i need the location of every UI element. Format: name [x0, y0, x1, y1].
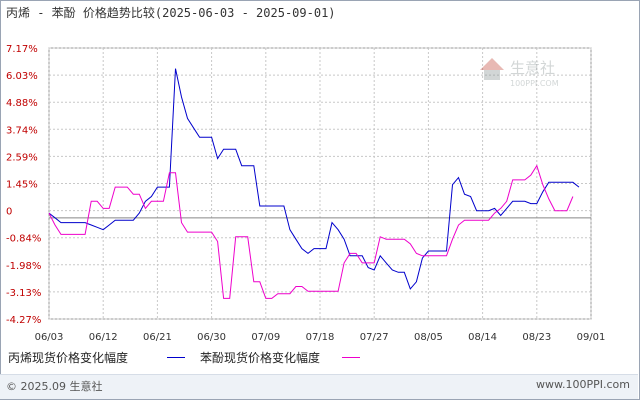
x-tick-label: 07/09: [251, 332, 280, 343]
watermark-logo: 生意社 100PPI.COM: [480, 58, 559, 88]
series-line-1: [48, 68, 580, 290]
y-tick-label: 4.88%: [6, 98, 38, 109]
legend-label-series1: 丙烯现货价格变化幅度: [8, 351, 129, 365]
legend-line-series2: [342, 357, 360, 358]
legend-label-series2: 苯酚现货价格变化幅度: [200, 351, 321, 365]
x-tick-label: 06/12: [89, 332, 118, 343]
y-tick-label: 0: [6, 207, 12, 218]
footer-copyright: © 2025.09 生意社: [6, 380, 103, 393]
x-tick-label: 06/30: [197, 332, 226, 343]
watermark-brand-url: 100PPI.COM: [510, 79, 559, 88]
series-line-2: [48, 164, 574, 299]
watermark-house-body-icon: [484, 70, 500, 80]
x-tick-label: 09/01: [577, 332, 606, 343]
y-tick-label: -0.84%: [6, 234, 41, 245]
watermark-brand-cn: 生意社: [510, 59, 555, 77]
x-tick-label: 06/21: [143, 332, 172, 343]
legend-line-series1: [167, 357, 185, 358]
x-tick-label: 06/03: [35, 332, 64, 343]
watermark-house-icon: [480, 58, 504, 70]
y-tick-label: -4.27%: [6, 315, 41, 326]
y-tick-label: 6.03%: [6, 71, 38, 82]
x-tick-label: 07/27: [360, 332, 389, 343]
footer-bar: [0, 374, 638, 399]
x-tick-label: 08/05: [414, 332, 443, 343]
y-tick-label: 3.74%: [6, 125, 38, 136]
y-tick-label: 7.17%: [6, 44, 38, 55]
grid-layer: [48, 47, 592, 320]
series-layer: [48, 68, 580, 299]
chart-title: 丙烯 - 苯酚 价格趋势比较(2025-06-03 - 2025-09-01): [6, 6, 336, 20]
y-tick-label: 1.45%: [6, 180, 38, 191]
x-tick-label: 07/18: [306, 332, 335, 343]
y-tick-label: 2.59%: [6, 152, 38, 163]
footer-site-link[interactable]: www.100PPI.com: [536, 378, 630, 391]
x-tick-label: 08/23: [522, 332, 551, 343]
y-tick-label: -3.13%: [6, 288, 41, 299]
y-tick-label: -1.98%: [6, 261, 41, 272]
x-tick-layer: 06/03 06/12 06/21 06/30 07/09 07/18 07/27 08/05…: [35, 332, 606, 343]
y-tick-layer: 7.17% 6.03% 4.88% 3.74% 2.59% 1.45% 0 -0.84% -1.…: [6, 44, 41, 326]
x-tick-label: 08/14: [468, 332, 497, 343]
